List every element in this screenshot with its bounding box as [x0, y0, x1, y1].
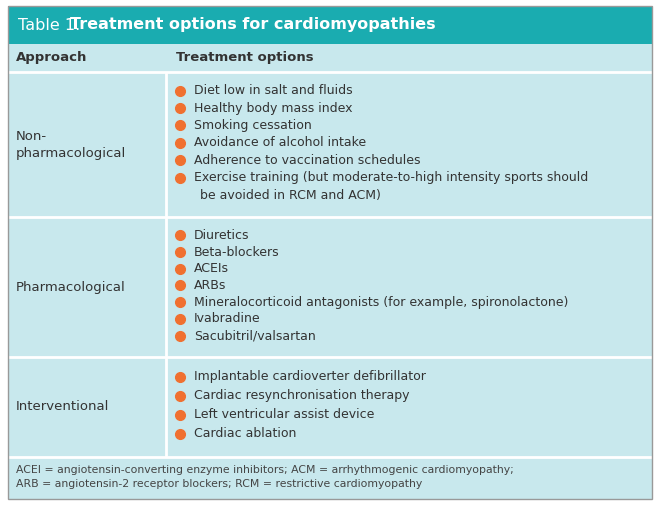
Bar — [8, 357, 652, 457]
Text: Treatment options for cardiomyopathies: Treatment options for cardiomyopathies — [70, 18, 436, 32]
Text: Healthy body mass index: Healthy body mass index — [194, 102, 352, 114]
Text: Diuretics: Diuretics — [194, 229, 249, 242]
Text: Approach: Approach — [16, 52, 87, 64]
Text: Ivabradine: Ivabradine — [194, 312, 261, 326]
Text: Interventional: Interventional — [16, 401, 110, 413]
Text: Treatment options: Treatment options — [176, 52, 314, 64]
Text: Avoidance of alcohol intake: Avoidance of alcohol intake — [194, 136, 366, 149]
Text: ARBs: ARBs — [194, 279, 226, 292]
Text: Adherence to vaccination schedules: Adherence to vaccination schedules — [194, 154, 420, 167]
Bar — [8, 72, 652, 217]
Text: Non-
pharmacological: Non- pharmacological — [16, 129, 126, 160]
Text: Beta-blockers: Beta-blockers — [194, 246, 279, 259]
Text: Mineralocorticoid antagonists (for example, spironolactone): Mineralocorticoid antagonists (for examp… — [194, 296, 568, 309]
Text: Cardiac resynchronisation therapy: Cardiac resynchronisation therapy — [194, 389, 409, 402]
Text: Cardiac ablation: Cardiac ablation — [194, 427, 296, 440]
Text: Sacubitril/valsartan: Sacubitril/valsartan — [194, 329, 315, 342]
Text: Exercise training (but moderate-to-high intensity sports should: Exercise training (but moderate-to-high … — [194, 171, 588, 184]
Bar — [8, 6, 652, 44]
Bar — [8, 44, 652, 72]
Text: Smoking cessation: Smoking cessation — [194, 119, 312, 132]
Text: ACEI = angiotensin-converting enzyme inhibitors; ACM = arrhythmogenic cardiomyop: ACEI = angiotensin-converting enzyme inh… — [16, 465, 513, 489]
Bar — [8, 457, 652, 499]
Text: Pharmacological: Pharmacological — [16, 280, 126, 294]
Text: Diet low in salt and fluids: Diet low in salt and fluids — [194, 84, 352, 97]
Bar — [8, 217, 652, 357]
Text: be avoided in RCM and ACM): be avoided in RCM and ACM) — [200, 188, 381, 202]
Text: Table 1.: Table 1. — [18, 18, 85, 32]
Text: ACEIs: ACEIs — [194, 262, 229, 275]
Text: Left ventricular assist device: Left ventricular assist device — [194, 408, 374, 421]
Text: Implantable cardioverter defibrillator: Implantable cardioverter defibrillator — [194, 370, 426, 383]
